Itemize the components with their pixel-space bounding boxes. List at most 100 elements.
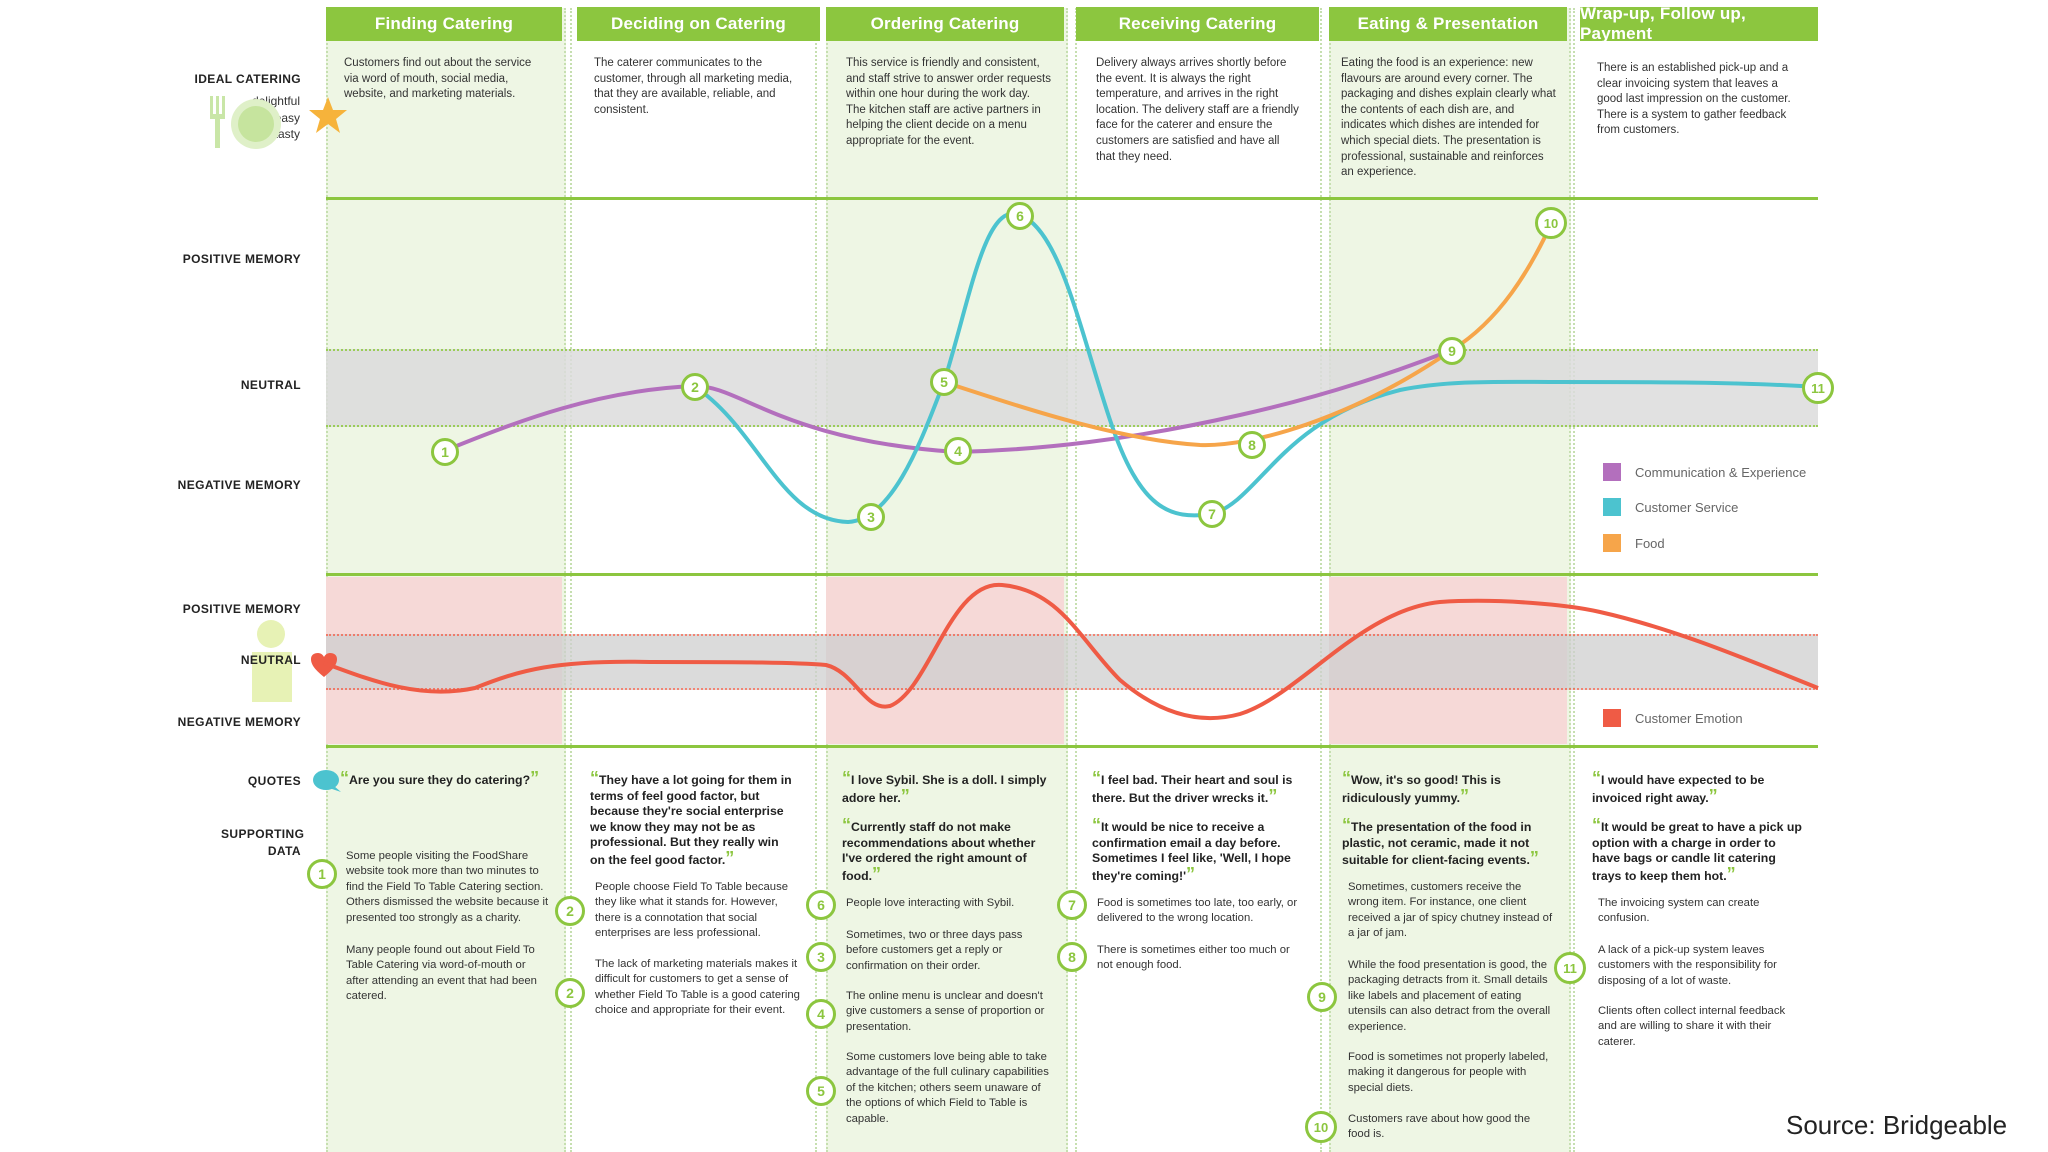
support-number-9: 9 (1307, 982, 1337, 1012)
star-icon (309, 97, 347, 133)
ideal-text-6: There is an established pick-up and a cl… (1597, 62, 1791, 137)
quote-4-1: “I feel bad. Their heart and soul is the… (1092, 768, 1293, 806)
quote-3-2: “Currently staff do not make recommendat… (842, 815, 1036, 884)
label-negative-memory: NEGATIVE MEMORY (177, 478, 301, 492)
ideal-word-3: tasty (274, 127, 300, 141)
touchpoint-6[interactable]: 6 (1006, 202, 1034, 230)
legend-swatch (1603, 534, 1621, 552)
label-ideal-catering: IDEAL CATERING (194, 72, 301, 86)
touchpoint-1[interactable]: 1 (431, 438, 459, 466)
support-5-1: Sometimes, customers receive the wrong i… (1348, 881, 1553, 940)
fork-icon (210, 96, 225, 148)
quote-4-2: “It would be nice to receive a confirmat… (1092, 815, 1291, 884)
touchpoint-2[interactable]: 2 (681, 373, 709, 401)
experience-curves (323, 211, 1819, 721)
support-number-1: 1 (307, 859, 337, 889)
support-2-1: People choose Field To Table because the… (595, 881, 789, 940)
support-5-2: While the food presentation is good, the… (1348, 959, 1551, 1033)
column-header-6: Wrap-up, Follow up, Payment (1580, 4, 1818, 43)
divider-line-3 (326, 745, 1818, 748)
plate-icon (210, 96, 281, 149)
ideal-text-3: This service is friendly and consistent,… (846, 57, 1051, 147)
legend-label: Food (1635, 535, 1665, 551)
column-header-2: Deciding on Catering (577, 7, 820, 41)
quote-3-1: “I love Sybil. She is a doll. I simply a… (842, 768, 1047, 806)
touchpoint-10[interactable]: 10 (1535, 207, 1567, 239)
touchpoint-8[interactable]: 8 (1238, 431, 1266, 459)
ideal-text-5: Eating the food is an experience: new fl… (1341, 57, 1556, 179)
label-negative-memory-2: NEGATIVE MEMORY (177, 715, 301, 729)
support-number-4: 4 (806, 999, 836, 1029)
legend-swatch (1603, 463, 1621, 481)
quote-5-2: “The presentation of the food in plastic… (1342, 815, 1539, 869)
legend-item-communication: Communication & Experience (1603, 463, 1806, 481)
label-positive-memory: POSITIVE MEMORY (182, 252, 301, 266)
support-3-1: People love interacting with Sybil. (846, 897, 1015, 909)
support-number-5: 5 (806, 1076, 836, 1106)
support-number-6: 6 (806, 890, 836, 920)
support-1-1: Some people visiting the FoodShare websi… (346, 850, 549, 924)
legend-item-customer-emotion: Customer Emotion (1603, 709, 1743, 727)
label-quotes: QUOTES (247, 774, 301, 788)
person-icon (252, 620, 292, 702)
customer-service-line (692, 211, 1819, 525)
customer-emotion-line (323, 582, 1819, 721)
label-neutral-2: NEUTRAL (240, 653, 301, 667)
touchpoint-3[interactable]: 3 (857, 503, 885, 531)
support-3-3: The online menu is unclear and doesn't g… (846, 990, 1045, 1033)
legend-item-food: Food (1603, 534, 1665, 552)
support-number-2a: 2 (555, 896, 585, 926)
support-number-3: 3 (806, 942, 836, 972)
legend-swatch (1603, 709, 1621, 727)
column-header-4: Receiving Catering (1076, 7, 1319, 41)
legend-label: Customer Service (1635, 499, 1739, 515)
divider-line-1 (326, 197, 1818, 200)
support-number-7: 7 (1057, 890, 1087, 920)
support-5-4: Customers rave about how good the food i… (1348, 1113, 1531, 1141)
support-6-3: Clients often collect internal feedback … (1598, 1005, 1786, 1048)
support-4-1: Food is sometimes too late, too early, o… (1097, 897, 1298, 925)
ideal-word-2: easy (274, 110, 300, 125)
touchpoint-7[interactable]: 7 (1198, 500, 1226, 528)
label-neutral: NEUTRAL (240, 378, 301, 392)
touchpoint-11[interactable]: 11 (1802, 372, 1834, 404)
support-1-2: Many people found out about Field To Tab… (346, 944, 537, 1003)
label-positive-memory-2: POSITIVE MEMORY (182, 602, 301, 616)
support-number-2b: 2 (555, 978, 585, 1008)
support-3-2: Sometimes, two or three days pass before… (846, 929, 1023, 972)
quote-2-1: “They have a lot going for them in terms… (590, 768, 792, 868)
speech-bubble-icon (313, 770, 341, 792)
support-2-2: The lack of marketing materials makes it… (595, 958, 800, 1017)
legend-swatch (1603, 498, 1621, 516)
support-6-2: A lack of a pick-up system leaves custom… (1598, 944, 1777, 987)
quote-1-1: “Are you sure they do catering?” (340, 768, 540, 788)
support-number-11: 11 (1554, 952, 1586, 984)
ideal-text-2: The caterer communicates to the customer… (594, 57, 793, 116)
divider-line-2 (326, 573, 1818, 576)
food-line (943, 221, 1554, 448)
touchpoint-5[interactable]: 5 (930, 368, 958, 396)
label-supporting-data: SUPPORTING DATA (221, 827, 305, 858)
source-caption: Source: Bridgeable (1786, 1110, 2008, 1140)
ideal-text-4: Delivery always arrives shortly before t… (1096, 57, 1299, 163)
support-number-10: 10 (1305, 1111, 1337, 1143)
support-6-1: The invoicing system can create confusio… (1598, 897, 1760, 925)
quote-6-2: “It would be great to have a pick up opt… (1592, 815, 1802, 884)
support-5-3: Food is sometimes not properly labeled, … (1348, 1051, 1549, 1094)
touchpoint-9[interactable]: 9 (1438, 337, 1466, 365)
neutral-band-top (326, 349, 1818, 427)
support-3-4: Some customers love being able to take a… (846, 1051, 1049, 1125)
column-header-5: Eating & Presentation (1329, 7, 1567, 41)
touchpoint-4[interactable]: 4 (944, 437, 972, 465)
legend-item-customer-service: Customer Service (1603, 498, 1738, 516)
ideal-text-1: Customers find out about the service via… (344, 57, 532, 101)
legend-label: Communication & Experience (1635, 464, 1807, 480)
quote-6-1: “I would have expected to be invoiced ri… (1592, 768, 1765, 806)
legend-label: Customer Emotion (1635, 710, 1743, 726)
support-number-8: 8 (1057, 942, 1087, 972)
communication-experience-line (443, 348, 1453, 455)
column-header-1: Finding Catering (326, 7, 562, 41)
column-header-3: Ordering Catering (826, 7, 1064, 41)
support-4-2: There is sometimes either too much or no… (1097, 944, 1290, 972)
quote-5-1: “Wow, it's so good! This is ridiculously… (1342, 768, 1501, 806)
